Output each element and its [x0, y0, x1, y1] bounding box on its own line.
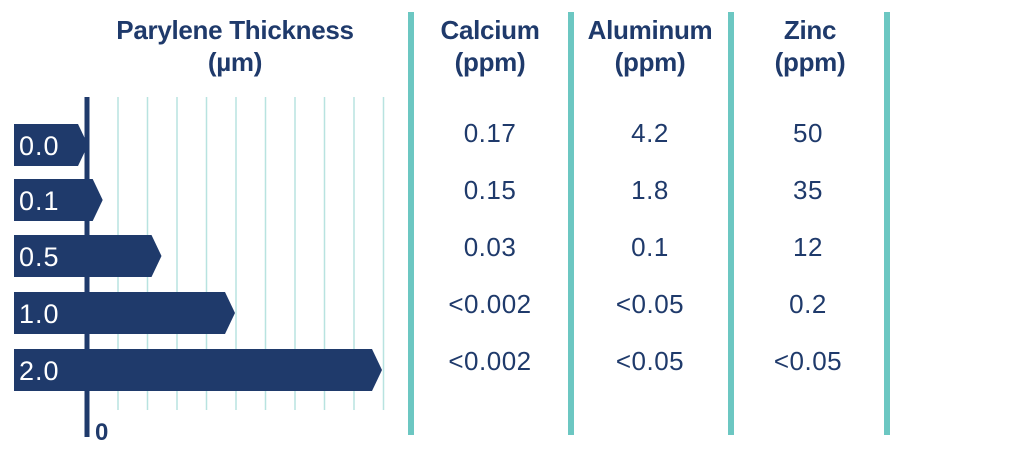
bar	[14, 124, 88, 166]
table-cell-calcium: <0.002	[448, 289, 532, 319]
zinc-header: Zinc (ppm)	[730, 14, 890, 78]
table-cell-aluminum: <0.05	[615, 289, 685, 319]
table-cell-aluminum: 4.2	[631, 118, 669, 148]
table-cell-zinc: 35	[793, 175, 823, 205]
calcium-title: Calcium	[440, 15, 540, 45]
table-cell-zinc: <0.05	[773, 346, 843, 376]
table-cell-aluminum: 0.1	[631, 232, 669, 262]
bar-label: 1.0	[19, 299, 60, 329]
table-cell-calcium: 0.17	[463, 118, 517, 148]
zinc-title: Zinc	[783, 15, 837, 45]
aluminum-title: Aluminum	[587, 15, 713, 45]
chart-header: Parylene Thickness (µm)	[80, 14, 390, 78]
table-cell-calcium: 0.15	[463, 175, 517, 205]
bar-label: 0.5	[19, 242, 60, 272]
table-cell-aluminum: 1.8	[631, 175, 669, 205]
axis-origin-label: 0	[95, 419, 108, 446]
bar	[14, 349, 382, 391]
column-divider	[408, 12, 414, 435]
bar	[14, 179, 103, 221]
calcium-header: Calcium (ppm)	[410, 14, 570, 78]
bar-label: 0.1	[19, 186, 60, 216]
table-cell-aluminum: <0.05	[615, 346, 685, 376]
bar-label: 2.0	[19, 356, 60, 386]
column-divider	[884, 12, 890, 435]
aluminum-header: Aluminum (ppm)	[570, 14, 730, 78]
column-divider	[728, 12, 734, 435]
table-cell-calcium: <0.002	[448, 346, 532, 376]
zinc-unit: (ppm)	[774, 47, 846, 77]
bar	[14, 292, 235, 334]
table-cell-zinc: 12	[793, 232, 823, 262]
chart-unit-label: (µm)	[207, 47, 263, 77]
calcium-unit: (ppm)	[454, 47, 526, 77]
chart-title: Parylene Thickness	[116, 15, 354, 45]
table-cell-zinc: 50	[793, 118, 823, 148]
aluminum-unit: (ppm)	[614, 47, 686, 77]
bar-label: 0.0	[19, 131, 60, 161]
table-cell-zinc: 0.2	[789, 289, 827, 319]
table-cell-calcium: 0.03	[463, 232, 517, 262]
thickness-bar-chart: 0.0 0.1 0.5 1.0 2.0 0	[14, 97, 385, 446]
column-divider	[568, 12, 574, 435]
chart-bars: 0.0 0.1 0.5 1.0 2.0	[14, 124, 382, 391]
